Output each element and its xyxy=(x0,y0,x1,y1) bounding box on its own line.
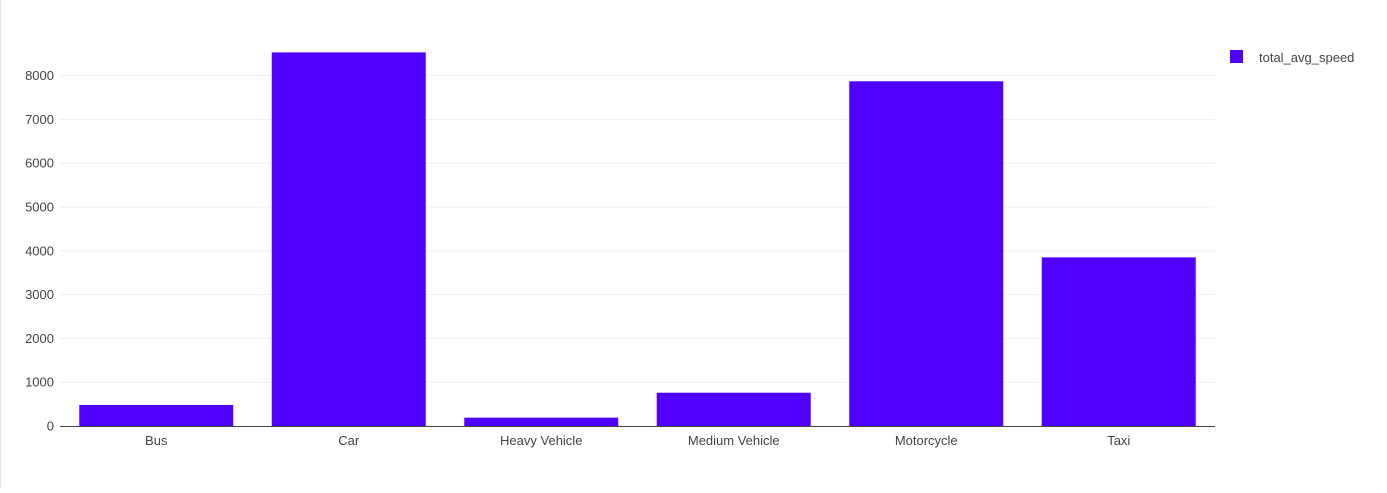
legend-swatch[interactable] xyxy=(1230,50,1243,63)
y-tick-label: 0 xyxy=(47,419,54,434)
legend[interactable]: total_avg_speed xyxy=(1230,50,1354,65)
gridlines xyxy=(60,75,1215,383)
bars xyxy=(79,52,1196,426)
bar-motorcycle[interactable] xyxy=(849,81,1004,426)
y-tick-label: 5000 xyxy=(25,200,54,215)
legend-label[interactable]: total_avg_speed xyxy=(1259,50,1354,65)
y-tick-label: 2000 xyxy=(25,331,54,346)
bar-car[interactable] xyxy=(271,52,426,426)
x-tick-label: Taxi xyxy=(1107,433,1130,448)
y-tick-label: 4000 xyxy=(25,243,54,258)
y-tick-label: 6000 xyxy=(25,156,54,171)
axes: 0 1000 2000 3000 4000 5000 6000 7000 8000 Bus Car H… xyxy=(25,68,1215,448)
x-tick-label: Medium Vehicle xyxy=(688,433,780,448)
y-tick-label: 1000 xyxy=(25,375,54,390)
y-tick-label: 7000 xyxy=(25,112,54,127)
y-tick-label: 3000 xyxy=(25,287,54,302)
x-tick-label: Car xyxy=(338,433,360,448)
x-tick-label: Heavy Vehicle xyxy=(500,433,582,448)
bar-bus[interactable] xyxy=(79,404,234,426)
bar-taxi[interactable] xyxy=(1041,257,1196,426)
x-tick-label: Bus xyxy=(145,433,168,448)
bar-heavy-vehicle[interactable] xyxy=(464,417,619,426)
bar-medium-vehicle[interactable] xyxy=(656,392,811,426)
x-tick-label: Motorcycle xyxy=(895,433,958,448)
y-tick-label: 8000 xyxy=(25,68,54,83)
